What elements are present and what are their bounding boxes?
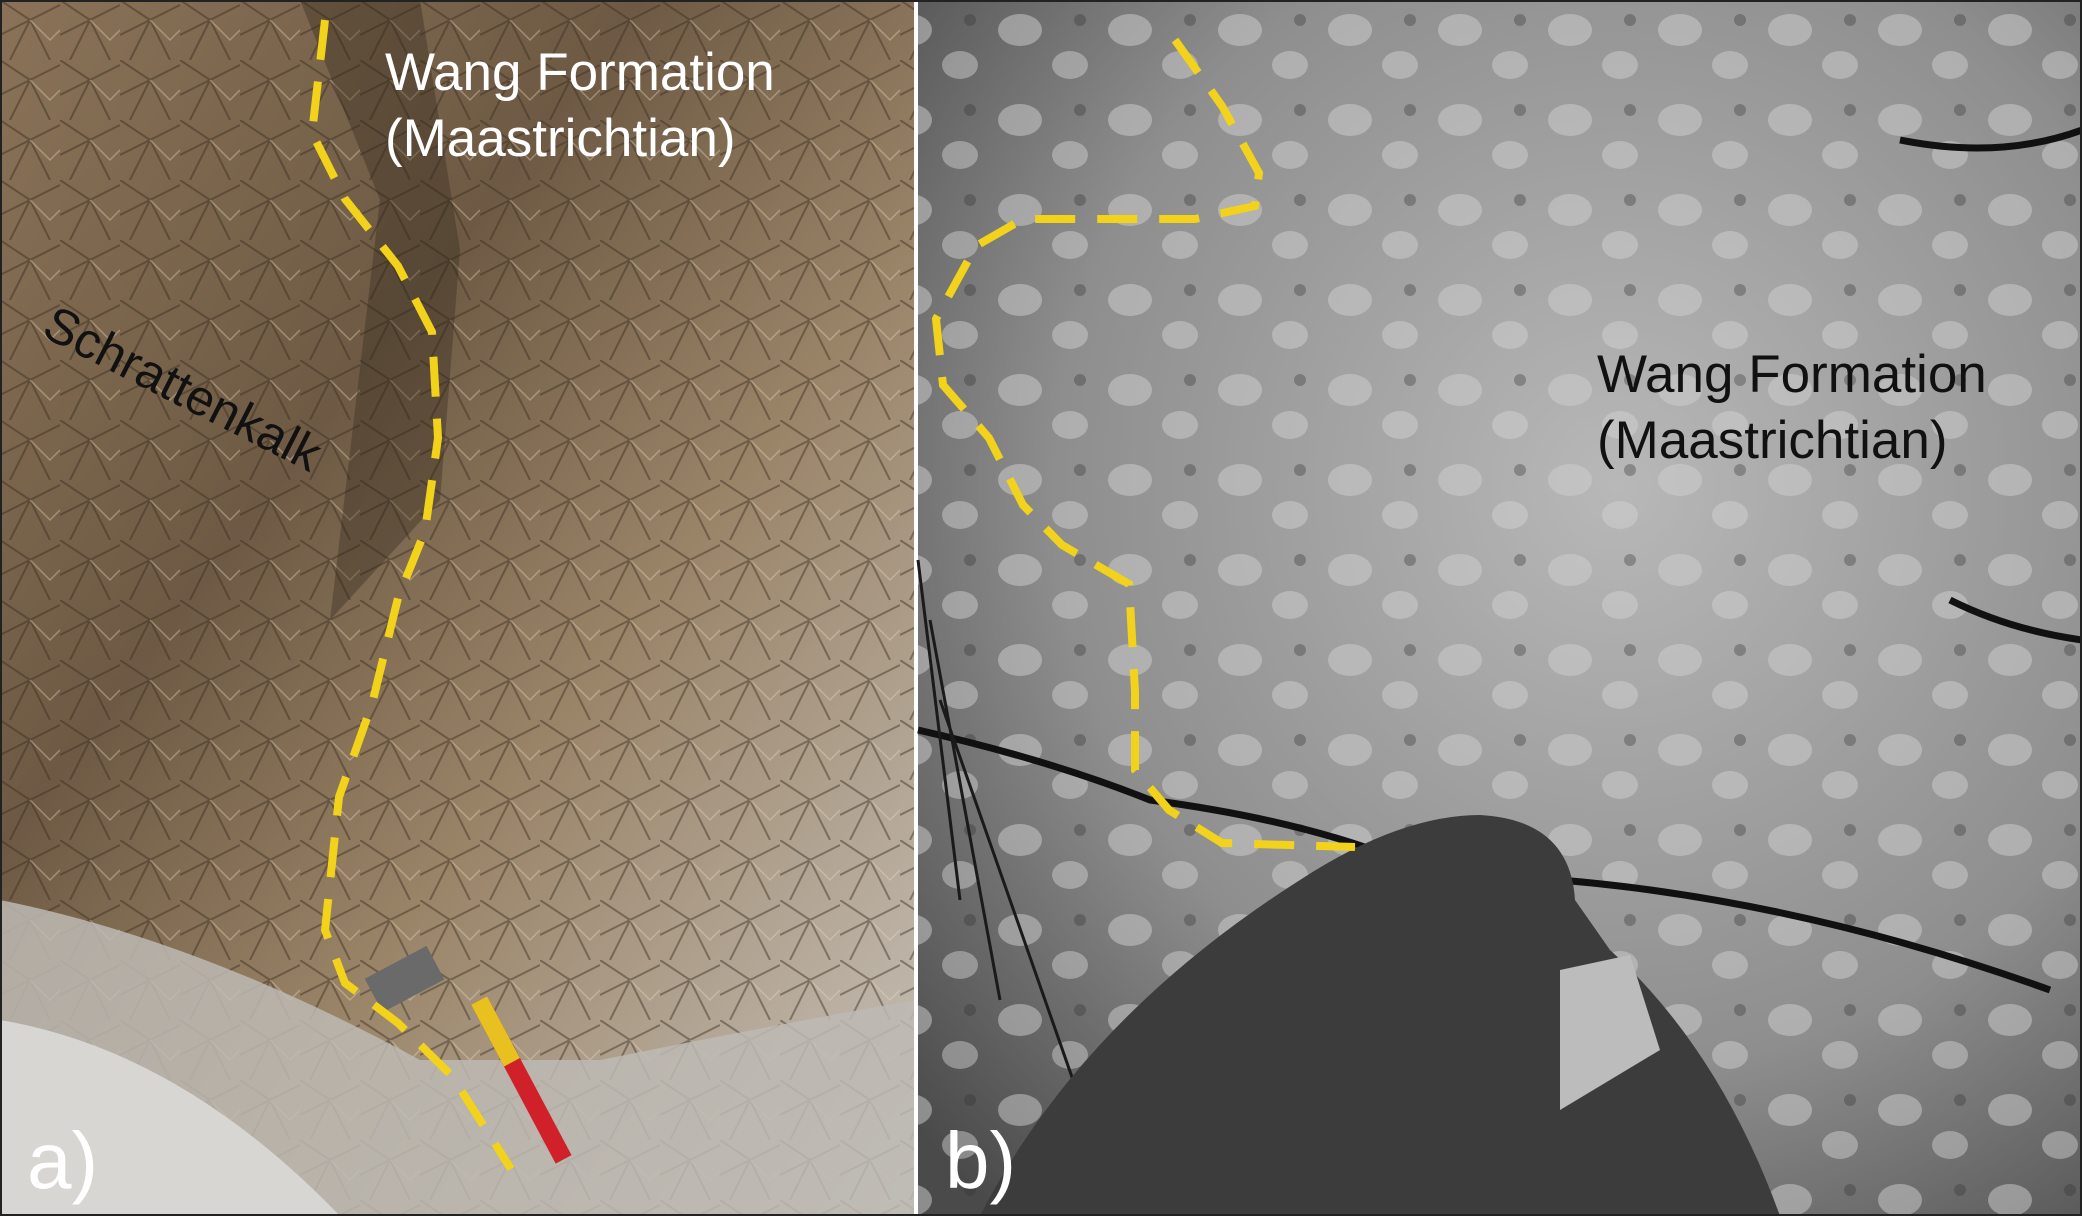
- formation-name: Wang Formation: [1597, 345, 1987, 404]
- panel-label: a): [27, 1116, 98, 1205]
- panel-label: b): [945, 1116, 1016, 1205]
- hammer: [364, 945, 572, 1164]
- formation-name: Wang Formation: [385, 43, 775, 102]
- shadow: [300, 0, 460, 620]
- boulder: [0, 1020, 340, 1216]
- crack: [917, 126, 2082, 994]
- panel-a: Wang Formation (Maastrichtian) Schratten…: [0, 0, 916, 1216]
- divider: [914, 0, 918, 1216]
- grass: [916, 559, 1082, 1101]
- panel-b: Wang Formation (Maastrichtian) b): [916, 0, 2082, 1216]
- formation-age: (Maastrichtian): [385, 109, 735, 168]
- boot-panel: [1560, 955, 1660, 1110]
- contact-line: [307, 19, 515, 1172]
- boot: [980, 815, 1780, 1216]
- formation-age: (Maastrichtian): [1597, 411, 1947, 470]
